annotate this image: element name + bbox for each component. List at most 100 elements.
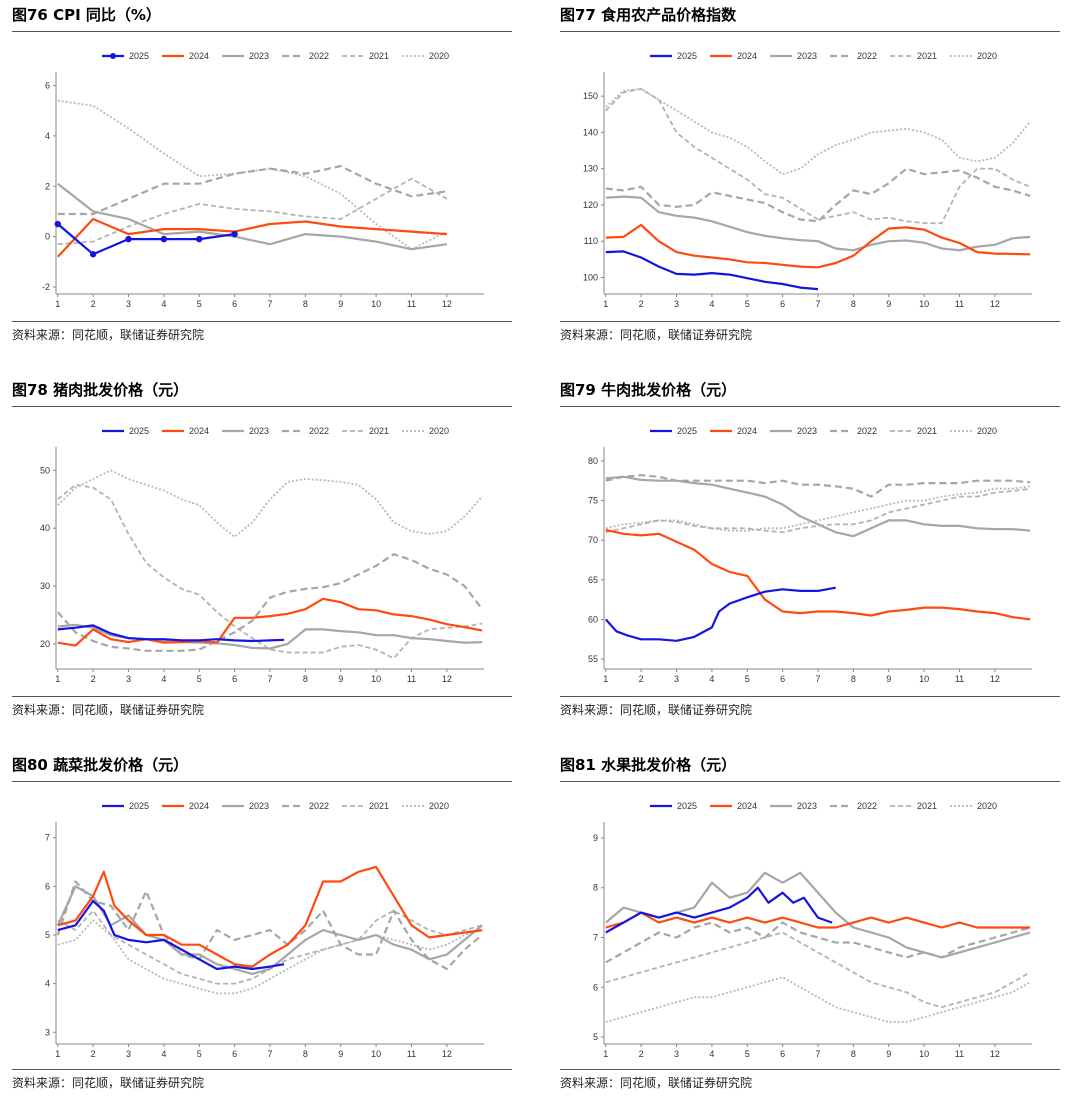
series-line-2021 (605, 88, 1031, 224)
title-rule (560, 31, 1060, 32)
data-point-2025 (54, 220, 61, 228)
x-tick-label: 5 (745, 674, 750, 684)
legend-label-2022: 2022 (857, 801, 877, 811)
y-tick-label: 50 (40, 465, 50, 475)
y-tick-label: 6 (45, 881, 50, 891)
x-tick-label: 12 (442, 1049, 452, 1059)
legend-label-2023: 2023 (797, 801, 817, 811)
x-tick-label: 9 (338, 299, 343, 309)
series-line-2021 (605, 931, 1031, 1009)
data-point-2025 (196, 235, 203, 243)
x-tick-label: 11 (955, 299, 964, 309)
legend-label-2020: 2020 (429, 801, 449, 811)
y-tick-label: 110 (584, 236, 598, 246)
source-note: 资料来源：同花顺，联储证券研究院 (12, 328, 205, 342)
panel-fig78: 图78 猪肉批发价格（元） 2025 2024 2023 2022 2021 2020 20… (12, 379, 512, 717)
legend-label-2025: 2025 (129, 801, 149, 811)
legend-label-2021: 2021 (369, 801, 389, 811)
y-tick-label: 9 (593, 833, 598, 843)
series-line-2022 (56, 553, 484, 652)
x-tick-label: 10 (919, 674, 929, 684)
x-tick-label: 3 (126, 674, 131, 684)
x-tick-label: 3 (126, 1049, 131, 1059)
x-tick-label: 2 (639, 1049, 644, 1059)
x-tick-label: 8 (303, 299, 308, 309)
title-rule (560, 781, 1060, 782)
legend-label-2022: 2022 (857, 426, 877, 436)
legend-label-2025: 2025 (129, 51, 149, 61)
legend-label-2020: 2020 (977, 426, 997, 436)
y-tick-label: 7 (45, 833, 50, 843)
legend-label-2021: 2021 (369, 426, 389, 436)
x-tick-label: 10 (371, 1049, 381, 1059)
y-tick-label: 140 (583, 127, 598, 137)
legend-label-2024: 2024 (189, 51, 209, 61)
x-tick-label: 7 (267, 299, 272, 309)
y-tick-label: 80 (588, 456, 598, 466)
x-tick-label: 7 (815, 674, 820, 684)
legend-label-2025: 2025 (677, 801, 697, 811)
y-tick-label: -2 (42, 282, 50, 292)
series-line-2024 (57, 597, 483, 647)
panel-fig76: 图76 CPI 同比（%） 2025 2024 2023 2022 2021 2020 -2… (12, 4, 512, 342)
x-tick-label: 12 (990, 299, 1000, 309)
series-line-2022 (605, 474, 1031, 498)
y-tick-label: 60 (588, 614, 598, 624)
y-tick-label: 0 (45, 232, 50, 242)
legend: 2025 2024 2023 2022 2021 2020 (650, 801, 997, 811)
x-tick-label: 9 (886, 299, 891, 309)
x-tick-label: 6 (232, 674, 237, 684)
x-tick-label: 6 (780, 674, 785, 684)
x-tick-label: 11 (407, 674, 416, 684)
panel-fig80: 图80 蔬菜批发价格（元） 2025 2024 2023 2022 2021 2020 3 4… (12, 754, 512, 1092)
x-tick-label: 1 (603, 674, 608, 684)
legend-label-2024: 2024 (737, 801, 757, 811)
series-line-2023 (605, 475, 1031, 538)
series-line-2022 (57, 165, 448, 216)
legend-label-2021: 2021 (917, 801, 937, 811)
legend-label-2023: 2023 (249, 51, 269, 61)
y-tick-label: 130 (583, 164, 598, 174)
x-tick-label: 9 (886, 1049, 891, 1059)
x-tick-label: 5 (745, 299, 750, 309)
legend-label-2020: 2020 (429, 426, 449, 436)
x-tick-label: 11 (955, 1049, 964, 1059)
legend-label-2025: 2025 (677, 426, 697, 436)
legend: 2025 2024 2023 2022 2021 2020 (650, 51, 997, 61)
x-tick-label: 8 (303, 1049, 308, 1059)
legend-label-2021: 2021 (917, 426, 937, 436)
x-tick-label: 7 (815, 1049, 820, 1059)
legend-label-2022: 2022 (857, 51, 877, 61)
title-rule (12, 31, 512, 32)
legend-label-2023: 2023 (249, 426, 269, 436)
series-line-2024 (57, 865, 483, 968)
x-tick-label: 9 (338, 674, 343, 684)
y-tick-label: 65 (588, 575, 598, 585)
x-tick-label: 12 (442, 299, 452, 309)
source-rule (12, 321, 512, 322)
legend-label-2020: 2020 (977, 801, 997, 811)
series-line-2024 (605, 911, 1031, 929)
source-note: 资料来源：同花顺，联储证券研究院 (12, 703, 205, 717)
chart-title: 图78 猪肉批发价格（元） (12, 381, 189, 399)
series-line-2024 (605, 223, 1031, 269)
y-tick-label: 4 (45, 979, 50, 989)
series-line-2022 (605, 167, 1031, 223)
x-tick-label: 12 (990, 674, 1000, 684)
x-tick-label: 3 (126, 299, 131, 309)
series-line-2021 (57, 483, 483, 660)
x-tick-label: 2 (91, 299, 96, 309)
x-tick-label: 12 (442, 674, 452, 684)
legend-label-2025: 2025 (677, 51, 697, 61)
series-line-2023 (605, 195, 1031, 252)
x-tick-label: 9 (338, 1049, 343, 1059)
y-tick-label: 6 (45, 81, 50, 91)
legend-label-2023: 2023 (249, 801, 269, 811)
legend-label-2020: 2020 (977, 51, 997, 61)
x-tick-label: 12 (990, 1049, 1000, 1059)
y-tick-label: 55 (588, 654, 598, 664)
y-tick-label: 8 (593, 883, 598, 893)
